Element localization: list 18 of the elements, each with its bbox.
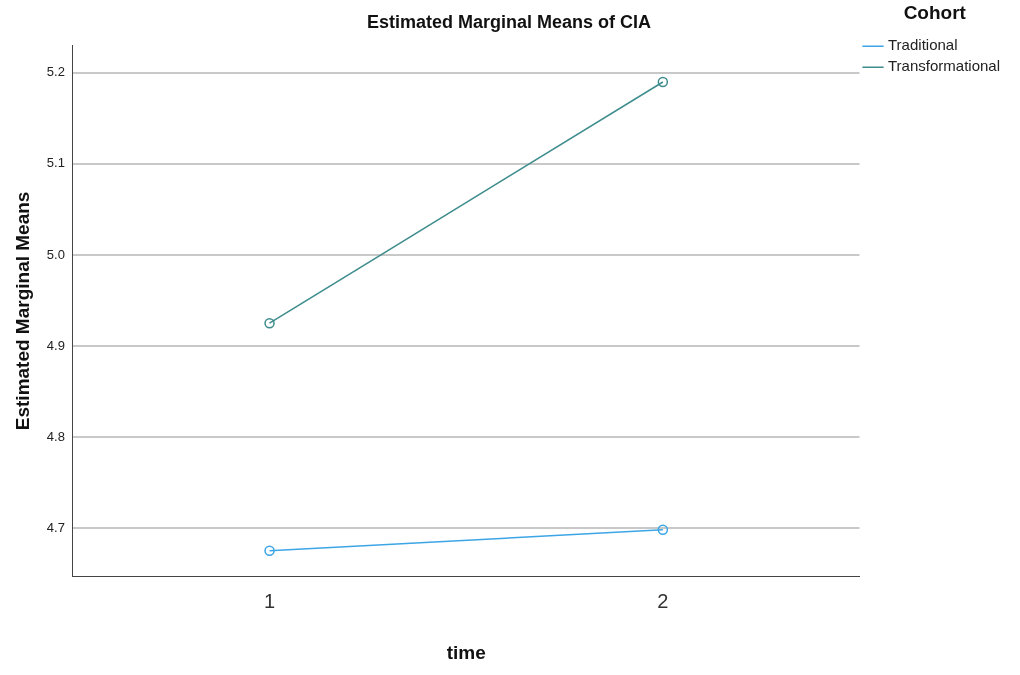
y-axis-title: Estimated Marginal Means [11, 191, 33, 431]
y-tick-label: 5.2 [46, 64, 65, 80]
legend-label: Traditional [888, 36, 958, 54]
legend-label: Transformational [888, 57, 1001, 75]
x-tick-label: 1 [263, 589, 276, 612]
y-tick-label: 4.9 [46, 337, 65, 353]
point [264, 317, 275, 329]
point [264, 545, 275, 556]
legend-title: Cohort [903, 1, 967, 23]
y-tick-label: 5.0 [46, 246, 65, 262]
point [657, 524, 669, 536]
chart-title: Estimated Marginal Means of CIA [366, 11, 652, 32]
y-tick-label: 4.8 [46, 428, 65, 444]
y-tick-label: 4.7 [46, 519, 65, 535]
x-tick-label: 2 [657, 589, 669, 612]
x-axis-title: time [446, 641, 486, 663]
y-tick-label: 5.1 [46, 155, 65, 171]
point [657, 76, 669, 88]
